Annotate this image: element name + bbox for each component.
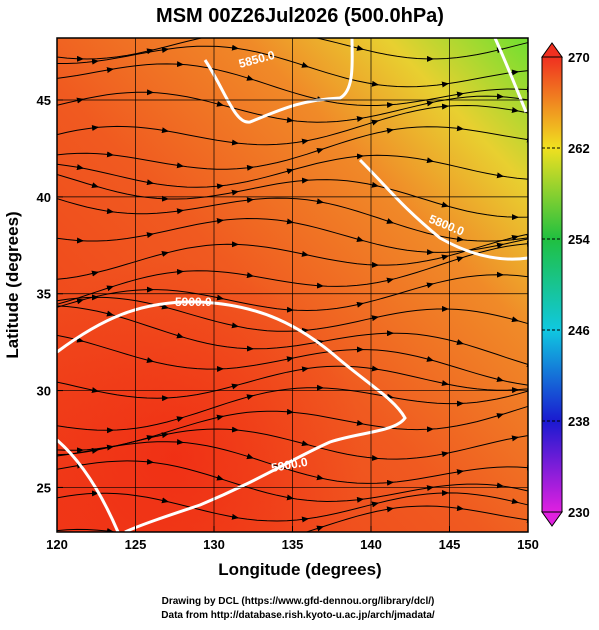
streamline-arrow (457, 239, 463, 240)
x-tick-label: 120 (46, 537, 68, 552)
streamline-arrow (247, 545, 253, 546)
streamline-arrow (217, 34, 223, 35)
streamline-arrow (177, 271, 183, 272)
streamline-arrow (302, 180, 308, 181)
streamline-arrow (177, 442, 183, 443)
x-tick-label: 135 (282, 537, 304, 552)
streamline-arrow (107, 154, 113, 155)
streamline-arrow (147, 462, 153, 463)
y-tick-label: 40 (37, 190, 51, 205)
streamline-arrow (177, 543, 183, 544)
streamline-arrow (457, 128, 463, 129)
x-tick-label: 130 (203, 537, 225, 552)
footer-line: Data from http://database.rish.kyoto-u.a… (161, 610, 435, 621)
colorbar-tick-label: 230 (568, 505, 590, 520)
streamline-arrow (232, 430, 238, 431)
y-axis-label: Latitude (degrees) (3, 211, 22, 358)
x-tick-label: 145 (439, 537, 461, 552)
streamline-arrow (442, 106, 448, 107)
colorbar: 230 238 246 254 262 270 (542, 43, 590, 526)
x-axis-label: Longitude (degrees) (218, 560, 381, 579)
colorbar-tick-label: 262 (568, 141, 590, 156)
y-tick-label: 30 (37, 384, 51, 399)
streamline-arrow (372, 458, 378, 459)
streamline-arrow (287, 33, 293, 34)
streamline-arrow (357, 156, 363, 157)
y-tick-label: 35 (37, 287, 51, 302)
x-tick-label: 150 (517, 537, 539, 552)
y-tick-label: 25 (37, 480, 51, 495)
streamline-arrow (247, 200, 253, 201)
x-tick-label: 125 (125, 537, 147, 552)
colorbar-top-triangle (542, 43, 562, 57)
colorbar-body (542, 57, 562, 512)
colorbar-tick-label: 238 (568, 414, 590, 429)
footer-line: Drawing by DCL (https://www.gfd-dennou.o… (162, 596, 435, 607)
contour-label: 5900.0 (175, 295, 212, 309)
streamline-arrow (287, 412, 293, 413)
colorbar-tick-label: 254 (568, 232, 590, 247)
streamline-arrow (92, 61, 98, 62)
streamline-arrow (387, 105, 393, 106)
streamline-arrow (232, 143, 238, 144)
colorbar-tick-label: 246 (568, 323, 590, 338)
colorbar-bottom-triangle (542, 512, 562, 526)
streamline-arrow (247, 167, 253, 168)
streamline-arrow (387, 482, 393, 483)
y-tick-label: 45 (37, 93, 51, 108)
streamline-arrow (217, 186, 223, 187)
colorbar-tick-label: 270 (568, 50, 590, 65)
title: MSM 00Z26Jul2026 (500.0hPa) (156, 5, 444, 27)
x-tick-label: 140 (360, 537, 382, 552)
streamline-arrow (497, 485, 503, 486)
streamline-arrow (92, 127, 98, 128)
